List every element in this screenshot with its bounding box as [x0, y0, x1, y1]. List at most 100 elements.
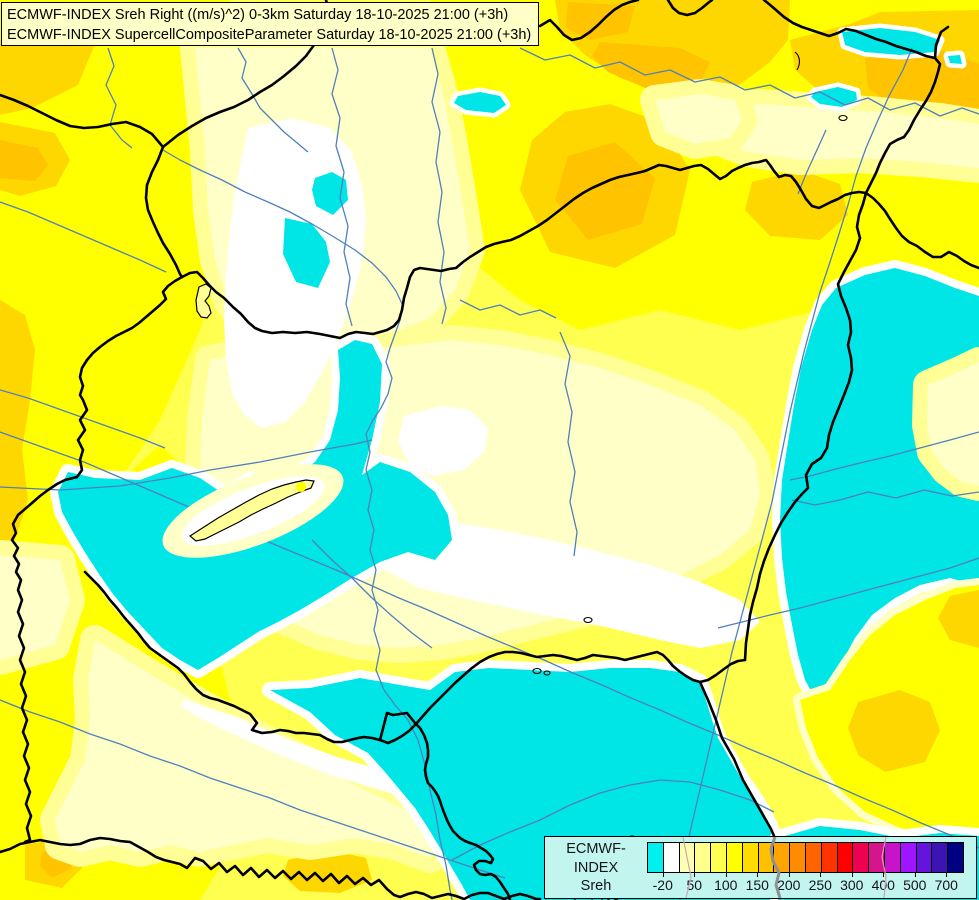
river [0, 439, 373, 491]
legend-color-cell [726, 843, 743, 872]
river [797, 129, 827, 195]
contour-amber-left [0, 140, 48, 181]
lake-ferto [195, 283, 212, 319]
river [679, 47, 913, 900]
river [162, 149, 453, 900]
small-lake [583, 616, 593, 624]
legend-tick-label: 300 [840, 877, 864, 893]
contour-gold-topleft [0, 40, 95, 115]
legend-tick-mark [788, 872, 790, 877]
contour-white-southstrip [180, 700, 420, 800]
country-border [378, 711, 512, 900]
legend-tick-label: 200 [777, 877, 801, 893]
legend-color-cell [742, 843, 759, 872]
legend-color-cell [900, 843, 917, 872]
legend-tick-label: 250 [808, 877, 832, 893]
country-border [83, 570, 747, 745]
river [331, 47, 353, 327]
country-border [698, 680, 776, 838]
legend-tick-label: 150 [745, 877, 769, 893]
contour-gold-northeast [745, 170, 848, 240]
legend-tick-mark [946, 872, 948, 877]
legend-color-cell [663, 843, 680, 872]
contour-cyan-lens-slovakia-2 [278, 213, 335, 293]
river [791, 489, 979, 506]
legend-color-cell [695, 843, 712, 872]
title-line-2: ECMWF-INDEX SupercellCompositeParameter … [7, 27, 532, 43]
country-border [144, 145, 184, 279]
small-lake [838, 114, 848, 122]
lakes [162, 51, 848, 841]
legend-color-cell [948, 843, 963, 872]
contour-cream-topcenter [640, 79, 757, 159]
legend-color-cell [711, 843, 727, 872]
legend-tick-mark [820, 872, 822, 877]
legend-box: ECMWF-INDEX Sreh (m/s)^2 -20 50 100 150 200 2… [544, 836, 977, 900]
country-border [0, 836, 542, 900]
legend-tick-label: 50 [686, 877, 703, 893]
legend-color-cell [774, 843, 791, 872]
lake-balaton-yellow-spot [296, 482, 306, 492]
title-line-1: ECMWF-INDEX Sreh Right ((m/s)^2) 0-3km S… [7, 7, 509, 23]
legend-color-cell [805, 843, 822, 872]
legend-parameter: Sreh [580, 878, 612, 894]
title-box: ECMWF-INDEX Sreh Right ((m/s)^2) 0-3km S… [1, 2, 539, 46]
small-lake [794, 51, 800, 71]
country-border [933, 25, 950, 60]
lake-balaton [188, 479, 315, 542]
legend-tick-mark [851, 872, 853, 877]
river [519, 47, 979, 117]
legend-label: ECMWF-INDEX Sreh (m/s)^2 [545, 840, 647, 900]
country-border [762, 0, 942, 195]
country-border [75, 275, 184, 479]
country-border [666, 0, 714, 17]
river [789, 431, 979, 481]
country-border [10, 475, 79, 844]
river [451, 779, 775, 861]
small-lake [532, 667, 542, 675]
legend-tick-mark [914, 872, 916, 877]
contour-cyan-lens-north [449, 87, 511, 118]
contour-cyan-lens-topright-3 [943, 50, 967, 69]
legend-tick-mark [757, 872, 759, 877]
contour-gold-westedge [0, 300, 35, 545]
legend-tick-label: -20 [652, 877, 673, 893]
legend-product: ECMWF-INDEX [566, 841, 626, 876]
legend-tick-label: 500 [903, 877, 927, 893]
small-lake [543, 670, 551, 676]
contour-cream-eastnotch [912, 347, 979, 501]
contour-gold-southeast [848, 690, 940, 772]
legend-tick-label: 700 [934, 877, 958, 893]
legend-color-cell [758, 843, 775, 872]
legend-color-cell [884, 843, 901, 872]
contour-cream-westbottom [0, 540, 85, 675]
contour-cyan-lens-slovakia-1 [307, 167, 353, 220]
legend-units: (m/s)^2 [545, 896, 647, 900]
legend-tick-mark [694, 872, 696, 877]
river [311, 539, 433, 649]
legend-color-cell [853, 843, 870, 872]
country-border [743, 191, 868, 662]
legend-color-cell [837, 843, 854, 872]
river [459, 299, 557, 319]
contour-gold-east-small [938, 590, 979, 648]
legend-tick-label: 400 [871, 877, 895, 893]
legend-color-cell [869, 843, 885, 872]
contour-white-centerband [358, 522, 760, 648]
river [559, 331, 578, 557]
legend-tick-mark [662, 872, 664, 877]
legend-color-cell [679, 843, 696, 872]
legend-color-cell [790, 843, 806, 872]
contour-white-center-patch [398, 406, 488, 476]
river [717, 557, 979, 629]
country-border [864, 191, 979, 270]
rivers [0, 47, 979, 900]
legend-colorbar [647, 842, 964, 873]
contour-amber-topcenter-b [592, 42, 710, 90]
legend-color-cell [916, 843, 933, 872]
river [0, 389, 166, 449]
